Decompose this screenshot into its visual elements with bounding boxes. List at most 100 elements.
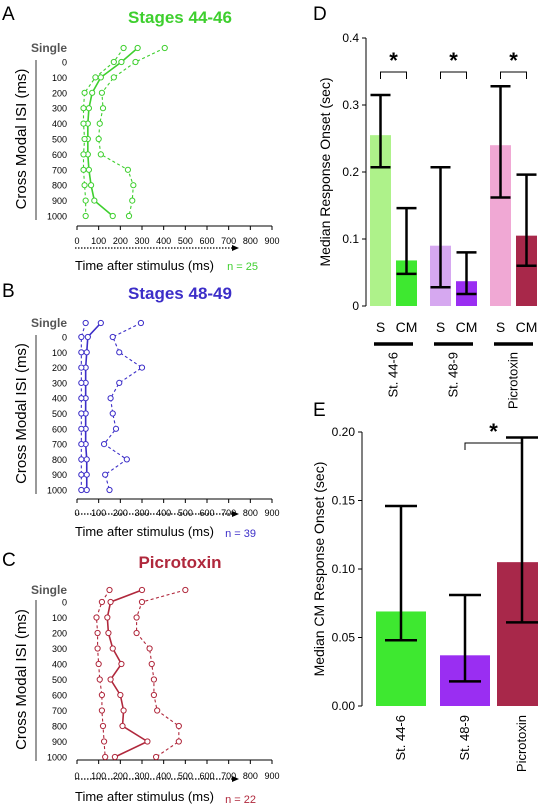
y-tick-label: 700 [52,165,67,175]
data-point [175,738,182,745]
panel-d-bar-chart: 0 0.1 0.2 0.3 0.4 Median Response Onset (sec)… [317,31,537,409]
y-tick-label: 0 [62,58,67,68]
x-tick-label: 300 [134,508,149,518]
data-point [109,410,116,417]
data-point [133,614,140,621]
data-point [150,691,158,699]
x-tick-label: 300 [134,771,149,781]
y-tick-label: 1000 [47,212,67,222]
data-point [105,629,112,637]
data-point [81,182,88,189]
data-point [81,135,88,143]
data-point [94,629,101,637]
data-point [118,660,125,668]
data-point [81,89,88,96]
y-tick-label: 400 [52,660,67,670]
y-tick-label: 0 [62,333,67,343]
y-tick-label: 0.3 [342,98,359,112]
data-point [106,486,113,494]
y-tick-label: 400 [52,119,67,129]
data-point [78,425,85,432]
x-tick-label: 800 [243,508,258,518]
x-tick-label: 500 [178,236,193,246]
x-tick-label: 100 [91,771,106,781]
significance-bracket [380,71,407,79]
n-label: n = 22 [225,794,256,806]
bar-label: S [376,319,385,335]
x-tick-label: 900 [264,236,279,246]
series-line-1 [82,47,125,216]
data-point [111,753,119,761]
x-tick-label: 300 [134,236,149,246]
data-point [80,151,87,158]
data-point [119,722,126,730]
x-axis-arrow-head [232,245,239,251]
panel-letter-a: A [2,4,15,25]
x-tick-label: 400 [156,236,171,246]
panel-letter-c: C [2,550,16,571]
data-point [129,197,136,204]
x-tick-label: 700 [221,771,236,781]
x-axis-arrow-head [232,511,239,517]
data-point [95,135,102,143]
y-tick-label: 500 [52,135,67,145]
chart-title: Picrotoxin [138,553,221,572]
data-point [102,471,109,478]
significance-star: * [509,48,518,73]
data-point [110,58,117,66]
data-point [98,707,106,714]
n-label: n = 25 [227,261,258,273]
data-point [148,660,155,668]
y-tick-label: 600 [52,150,67,160]
data-point [95,660,102,668]
y-axis-label: Cross Modal ISI (ms) [13,609,30,750]
data-point [78,379,85,386]
data-point [100,738,108,745]
data-point [107,598,114,606]
y-tick-label: 700 [52,706,67,716]
y-tick-label: 100 [52,613,67,623]
bar-label: CM [396,319,418,335]
x-tick-label: 200 [113,508,128,518]
series-line-2 [103,322,143,491]
data-point [109,645,116,652]
data-point [80,105,87,112]
x-tick-label: 700 [221,508,236,518]
panel-b-line-chart: Stages 48-49 Cross Modal ISI (ms)Single 0 1… [13,284,280,540]
data-point [82,197,89,204]
data-point [104,614,111,621]
y-tick-label: 0.10 [332,562,356,576]
group-label: Picrotoxin [506,352,521,409]
y-tick-label: 200 [52,88,67,98]
data-point [83,471,90,478]
x-tick-label: 200 [113,236,128,246]
x-tick-label: 600 [199,508,214,518]
x-tick-label: 700 [221,236,236,246]
data-point [80,166,87,173]
y-tick-label: 800 [52,455,67,465]
data-point [78,486,85,494]
data-point [99,722,107,730]
bar-label: CM [516,319,538,335]
data-point [78,456,85,463]
data-point [154,707,161,714]
data-point [116,349,123,356]
panel-a-line-chart: Stages 44-46 Cross Modal ISI (ms)Single 0 1… [13,8,280,273]
data-point [84,333,91,341]
data-point [117,691,124,699]
series-line-0 [87,47,139,217]
y-tick-label: 200 [52,363,67,373]
x-axis-label: Time after stimulus (ms) [75,258,214,273]
data-point [118,58,125,66]
data-point [100,441,108,448]
data-point [83,456,90,463]
y-tick-label: 900 [52,196,67,206]
significance-star: * [449,48,458,73]
data-point [87,182,95,189]
x-tick-label: 0 [74,771,79,781]
single-point [137,319,145,327]
data-point [98,89,106,96]
y-tick-label: 0.2 [342,165,359,179]
data-point [92,74,99,81]
